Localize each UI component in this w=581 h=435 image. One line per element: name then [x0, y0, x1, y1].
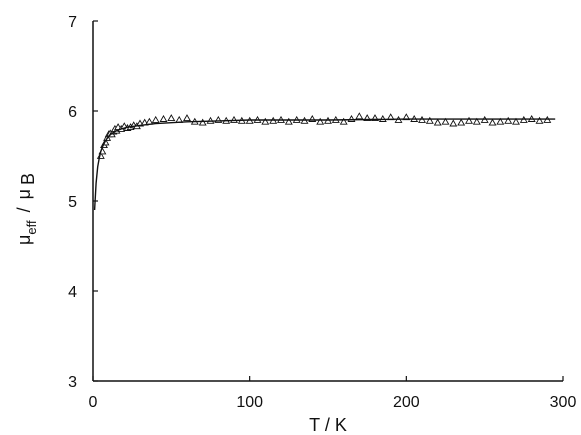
data-point-triangle: [183, 114, 191, 122]
y-tick-label: 7: [68, 14, 77, 31]
x-tick-label: 0: [89, 394, 98, 411]
y-label-mu2: μ: [14, 189, 34, 199]
plot-area: [93, 112, 556, 211]
y-tick-label: 3: [68, 374, 77, 391]
axes: [92, 21, 563, 382]
y-tick-label: 6: [68, 104, 77, 121]
data-point-triangle: [230, 115, 238, 123]
y-label-mu: μ: [14, 235, 34, 245]
x-tick-label: 200: [393, 394, 420, 411]
data-point-triangle: [535, 116, 544, 124]
data-point-triangle: [159, 114, 168, 122]
data-point-triangle: [472, 117, 481, 125]
y-axis-title: μeff/μB: [14, 173, 39, 245]
data-point-triangle: [339, 117, 348, 125]
data-point-triangle: [167, 114, 176, 122]
data-point-triangle: [347, 114, 356, 122]
fit-curve-line: [93, 118, 556, 211]
data-point-triangle: [504, 116, 513, 124]
x-axis-title: T / K: [309, 415, 347, 435]
x-tick-label: 100: [236, 394, 263, 411]
data-point-triangle: [355, 112, 364, 120]
data-point-triangle: [284, 117, 293, 125]
data-point-triangle: [433, 118, 442, 126]
y-tick-label: 5: [68, 194, 77, 211]
y-tick-label: 4: [68, 284, 77, 301]
data-point-triangle: [449, 119, 458, 127]
data-point-triangle: [425, 116, 434, 124]
data-point-triangle: [465, 116, 473, 124]
y-label-eff: eff: [24, 220, 39, 235]
x-ticks: 0 100 200 300: [89, 376, 577, 411]
data-point-triangle: [261, 117, 270, 125]
data-point-triangle: [316, 117, 325, 125]
data-point-triangle: [198, 118, 207, 126]
data-point-triangle: [512, 117, 520, 125]
y-label-B: B: [18, 173, 38, 185]
data-point-triangle: [496, 117, 505, 125]
data-point-triangle: [457, 118, 466, 126]
data-point-triangle: [488, 118, 497, 126]
data-point-triangle: [151, 115, 160, 123]
data-point-triangle: [145, 117, 154, 125]
data-point-triangle: [441, 117, 450, 125]
y-label-slash: /: [14, 207, 34, 212]
x-tick-label: 300: [550, 394, 577, 411]
